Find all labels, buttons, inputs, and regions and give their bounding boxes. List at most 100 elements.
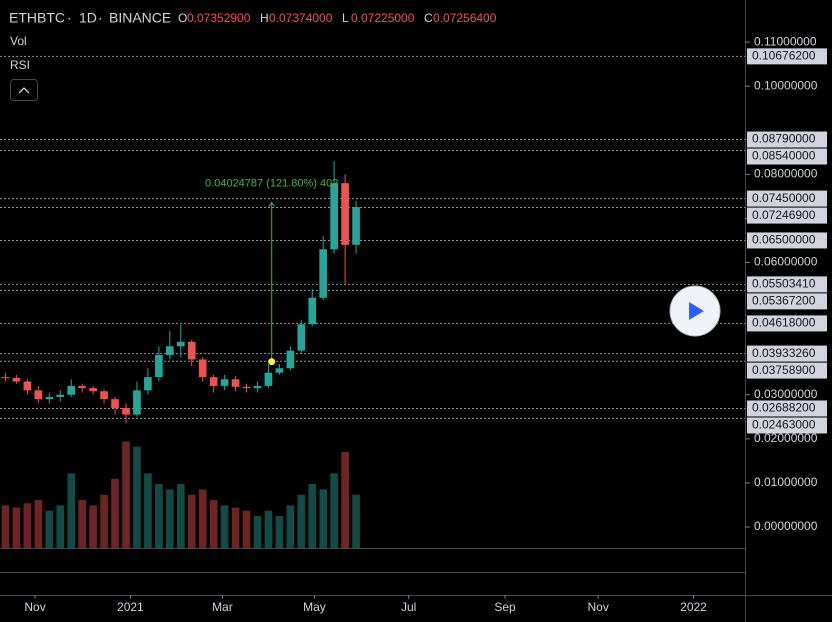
- ohlc-value: 0.07352900: [187, 11, 251, 25]
- x-tick-label: Mar: [212, 600, 233, 614]
- candle-body: [133, 390, 141, 415]
- symbol: ETHBTC: [9, 10, 65, 26]
- volume-bar: [297, 494, 306, 548]
- x-tick-label: 2022: [680, 600, 707, 614]
- volume-bar: [308, 484, 317, 548]
- volume-bar: [122, 441, 130, 548]
- separator: ·: [67, 10, 72, 26]
- y-tick-label: 0.03000000: [754, 387, 818, 401]
- candle-body: [352, 207, 360, 245]
- candle-body: [187, 341, 196, 360]
- level-label: 0.03933260: [752, 346, 816, 360]
- level-label-box: [747, 131, 827, 148]
- level-label: 0.07450000: [752, 191, 816, 205]
- candle-body: [330, 183, 338, 250]
- ohlc-value: 0.07374000: [269, 11, 333, 25]
- level-label: 0.03758900: [752, 363, 816, 377]
- measure-label: 0.04024787 (121.80%) 402: [205, 177, 338, 189]
- indicator-label[interactable]: RSI: [10, 58, 30, 72]
- x-tick-label: Nov: [24, 600, 45, 614]
- volume-bar: [253, 516, 262, 548]
- play-icon: [689, 302, 704, 320]
- volume-bar: [12, 507, 21, 548]
- volume-bar: [155, 484, 163, 548]
- volume-bar: [176, 484, 185, 548]
- indicator-label[interactable]: Vol: [10, 34, 27, 48]
- ohlc-label: H: [260, 11, 269, 25]
- volume-bar: [341, 452, 349, 548]
- volume-bar: [100, 494, 108, 548]
- volume-bar: [144, 473, 152, 548]
- plot-area: 0.04024787 (121.80%) 402: [0, 55, 745, 548]
- level-label: 0.05503410: [752, 277, 816, 291]
- candle-body: [144, 377, 152, 391]
- volume-bar: [78, 500, 87, 548]
- level-label: 0.05367200: [752, 294, 816, 308]
- y-tick-label: 0.06000000: [754, 255, 818, 269]
- level-label: 0.02688200: [752, 401, 816, 415]
- x-tick-label: Sep: [494, 600, 516, 614]
- ohlc-label: L: [342, 11, 349, 25]
- chevron-icon: [18, 87, 30, 94]
- volume-bar: [187, 494, 196, 548]
- candle-body: [155, 355, 163, 378]
- level-label: 0.10676200: [752, 49, 816, 63]
- candle-body: [111, 399, 119, 408]
- ohlc-label: C: [424, 11, 433, 25]
- candle-body: [286, 350, 295, 369]
- volume-bar: [56, 505, 65, 548]
- ohlc-value: 0.07256400: [433, 11, 497, 25]
- level-label-box: [747, 232, 827, 249]
- candle-body: [45, 396, 54, 400]
- candle-body: [122, 407, 130, 415]
- volume-bar: [330, 473, 338, 548]
- candle-body: [78, 385, 87, 389]
- candle-body: [308, 297, 317, 325]
- candle-body: [242, 386, 251, 389]
- candle-body: [253, 385, 262, 389]
- volume-bar: [319, 489, 328, 548]
- candle-body: [165, 346, 174, 356]
- price-axis: 0.110000000.100000000.080000000.07000000…: [745, 34, 827, 533]
- measure-arrow: [268, 201, 276, 207]
- level-label-box: [747, 315, 827, 332]
- candle-body: [56, 394, 65, 397]
- level-label: 0.08790000: [752, 132, 816, 146]
- y-tick-label: 0.08000000: [754, 167, 818, 181]
- interval: 1D: [79, 10, 97, 26]
- candle-body: [297, 324, 306, 351]
- candle-body: [220, 379, 229, 386]
- separator: ·: [98, 10, 103, 26]
- ohlc-values: O 0.07352900 H 0.07374000 L 0.07225000 C 0.0725…: [178, 11, 497, 25]
- volume-bar: [352, 494, 360, 548]
- volume-bar: [67, 473, 76, 548]
- y-tick-label: 0.02000000: [754, 431, 818, 445]
- candle-body: [67, 385, 76, 395]
- volume-bar: [165, 489, 174, 548]
- exchange: BINANCE: [109, 10, 171, 26]
- y-tick-label: 0.01000000: [754, 475, 818, 489]
- level-label-box: [747, 276, 827, 293]
- volume-bar: [209, 500, 218, 548]
- x-tick-label: 2021: [117, 600, 144, 614]
- level-label-box: [747, 400, 827, 417]
- x-tick-label: Jul: [401, 600, 416, 614]
- collapse-button[interactable]: [10, 79, 38, 101]
- candle-body: [100, 391, 108, 400]
- volume-bar: [34, 500, 43, 548]
- candle-body: [12, 377, 21, 382]
- level-label: 0.07246900: [752, 208, 816, 222]
- level-label-box: [747, 148, 827, 165]
- candle-body: [1, 377, 10, 379]
- level-label-box: [747, 190, 827, 207]
- play-button[interactable]: [669, 285, 721, 337]
- candle-body: [34, 390, 43, 400]
- level-label: 0.06500000: [752, 233, 816, 247]
- volume-bar: [89, 505, 97, 548]
- level-label-box: [747, 345, 827, 362]
- level-label-box: [747, 293, 827, 310]
- level-label: 0.04618000: [752, 316, 816, 330]
- volume-bar: [275, 516, 284, 548]
- level-label-box: [747, 207, 827, 224]
